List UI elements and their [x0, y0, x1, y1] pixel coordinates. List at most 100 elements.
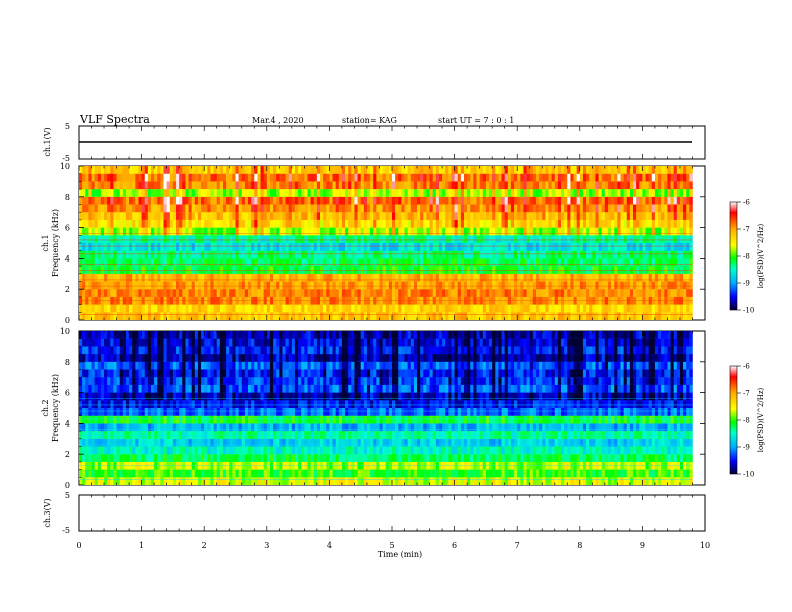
spectrogram-cell — [85, 196, 89, 205]
spectrogram-cell — [326, 258, 330, 267]
spectrogram-cell — [645, 243, 649, 251]
spectrogram-cell — [426, 250, 430, 259]
spectrogram-cell — [129, 331, 133, 339]
spectrogram-cell — [107, 258, 111, 267]
spectrogram-cell — [94, 289, 99, 297]
spectrogram-cell — [88, 250, 92, 259]
spectrogram-cell — [298, 173, 302, 182]
spectrogram-cell — [338, 304, 343, 313]
spectrogram-cell — [382, 281, 387, 290]
spectrogram-cell — [423, 266, 427, 274]
spectrogram-cell — [454, 273, 459, 282]
spectrogram-cell — [204, 235, 208, 243]
spectrogram-cell — [545, 235, 549, 243]
spectrogram-cell — [514, 312, 518, 320]
spectrogram-cell — [104, 454, 108, 462]
spectrogram-cell — [201, 258, 205, 267]
spectrogram-cell — [442, 304, 446, 313]
spectrogram-cell — [188, 243, 192, 251]
spectrogram-cell — [460, 227, 465, 236]
spectrogram-cell — [154, 469, 158, 478]
spectrogram-cell — [523, 235, 527, 243]
spectrogram-cell — [658, 196, 662, 205]
spectrogram-cell — [163, 250, 167, 259]
spectrogram-cell — [557, 273, 562, 282]
spectrogram-cell — [313, 266, 318, 274]
spectrogram-cell — [423, 227, 427, 236]
spectrogram-cell — [122, 204, 127, 213]
spectrogram-cell — [179, 212, 183, 220]
spectrogram-cell — [592, 173, 596, 182]
spectrogram-cell — [191, 196, 196, 205]
spectrogram-cell — [379, 196, 383, 205]
spectrogram-cell — [642, 243, 646, 251]
spectrogram-cell — [667, 289, 671, 297]
spectrogram-cell — [213, 204, 218, 213]
spectrogram-cell — [254, 219, 258, 228]
spectrogram-cell — [438, 304, 443, 313]
spectrogram-cell — [604, 304, 609, 313]
spectrogram-cell — [191, 258, 196, 267]
spectrogram-cell — [282, 204, 286, 213]
spectrogram-cell — [354, 219, 358, 228]
spectrogram-cell — [476, 266, 480, 274]
spectrogram-cell — [241, 219, 246, 228]
spectrogram-cell — [122, 212, 127, 220]
spectrogram-cell — [310, 266, 315, 274]
spectrogram-cell — [288, 166, 293, 174]
spectrogram-cell — [510, 281, 515, 290]
spectrogram-cell — [226, 400, 230, 408]
spectrogram-cell — [601, 196, 606, 205]
spectrogram-cell — [135, 312, 139, 320]
spectrogram-cell — [460, 204, 465, 213]
spectrogram-cell — [423, 204, 427, 213]
spectrogram-cell — [489, 266, 493, 274]
spectrogram-cell — [661, 266, 665, 274]
spectrogram-cell — [197, 266, 202, 274]
spectrogram-cell — [323, 243, 327, 251]
spectrogram-cell — [141, 258, 146, 267]
spectrogram-cell — [154, 446, 158, 455]
spectrogram-cell — [201, 408, 205, 416]
spectrogram-cell — [476, 304, 480, 313]
spectrogram-cell — [592, 281, 596, 290]
spectrogram-cell — [385, 189, 390, 197]
spectrogram-cell — [326, 312, 330, 320]
spectrogram-cell — [97, 369, 102, 378]
spectrogram-cell — [82, 384, 86, 393]
spectrogram-cell — [573, 212, 577, 220]
spectrogram-cell — [401, 212, 405, 220]
spectrogram-cell — [194, 219, 199, 228]
spectrogram-cell — [348, 250, 352, 259]
spectrogram-cell — [154, 338, 158, 347]
spectrogram-cell — [492, 212, 496, 220]
spectrogram-cell — [661, 250, 665, 259]
spectrogram-cell — [551, 304, 556, 313]
spectrogram-cell — [163, 266, 167, 274]
spectrogram-cell — [213, 266, 218, 274]
spectrogram-cell — [97, 166, 102, 174]
spectrogram-cell — [423, 289, 427, 297]
spectrogram-cell — [413, 266, 418, 274]
spectrogram-cell — [639, 235, 643, 243]
spectrogram-cell — [229, 273, 233, 282]
spectrogram-cell — [370, 281, 374, 290]
spectrogram-cell — [147, 446, 152, 455]
spectrogram-cell — [670, 304, 674, 313]
spectrogram-cell — [463, 212, 468, 220]
spectrogram-cell — [266, 212, 271, 220]
spectrogram-cell — [514, 250, 518, 259]
spectrogram-cell — [576, 196, 581, 205]
spectrogram-cell — [470, 204, 474, 213]
spectrogram-cell — [194, 354, 199, 362]
spectrogram-cell — [479, 227, 484, 236]
spectrogram-cell — [514, 304, 518, 313]
spectrogram-cell — [210, 312, 214, 320]
spectrogram-cell — [351, 189, 355, 197]
spectrogram-cell — [348, 189, 352, 197]
spectrogram-cell — [157, 384, 161, 393]
spectrogram-cell — [348, 204, 352, 213]
spectrogram-cell — [160, 258, 164, 267]
ch1-ylabel-frequency: Frequency (kHz) — [51, 209, 60, 277]
spectrogram-cell — [567, 273, 571, 282]
